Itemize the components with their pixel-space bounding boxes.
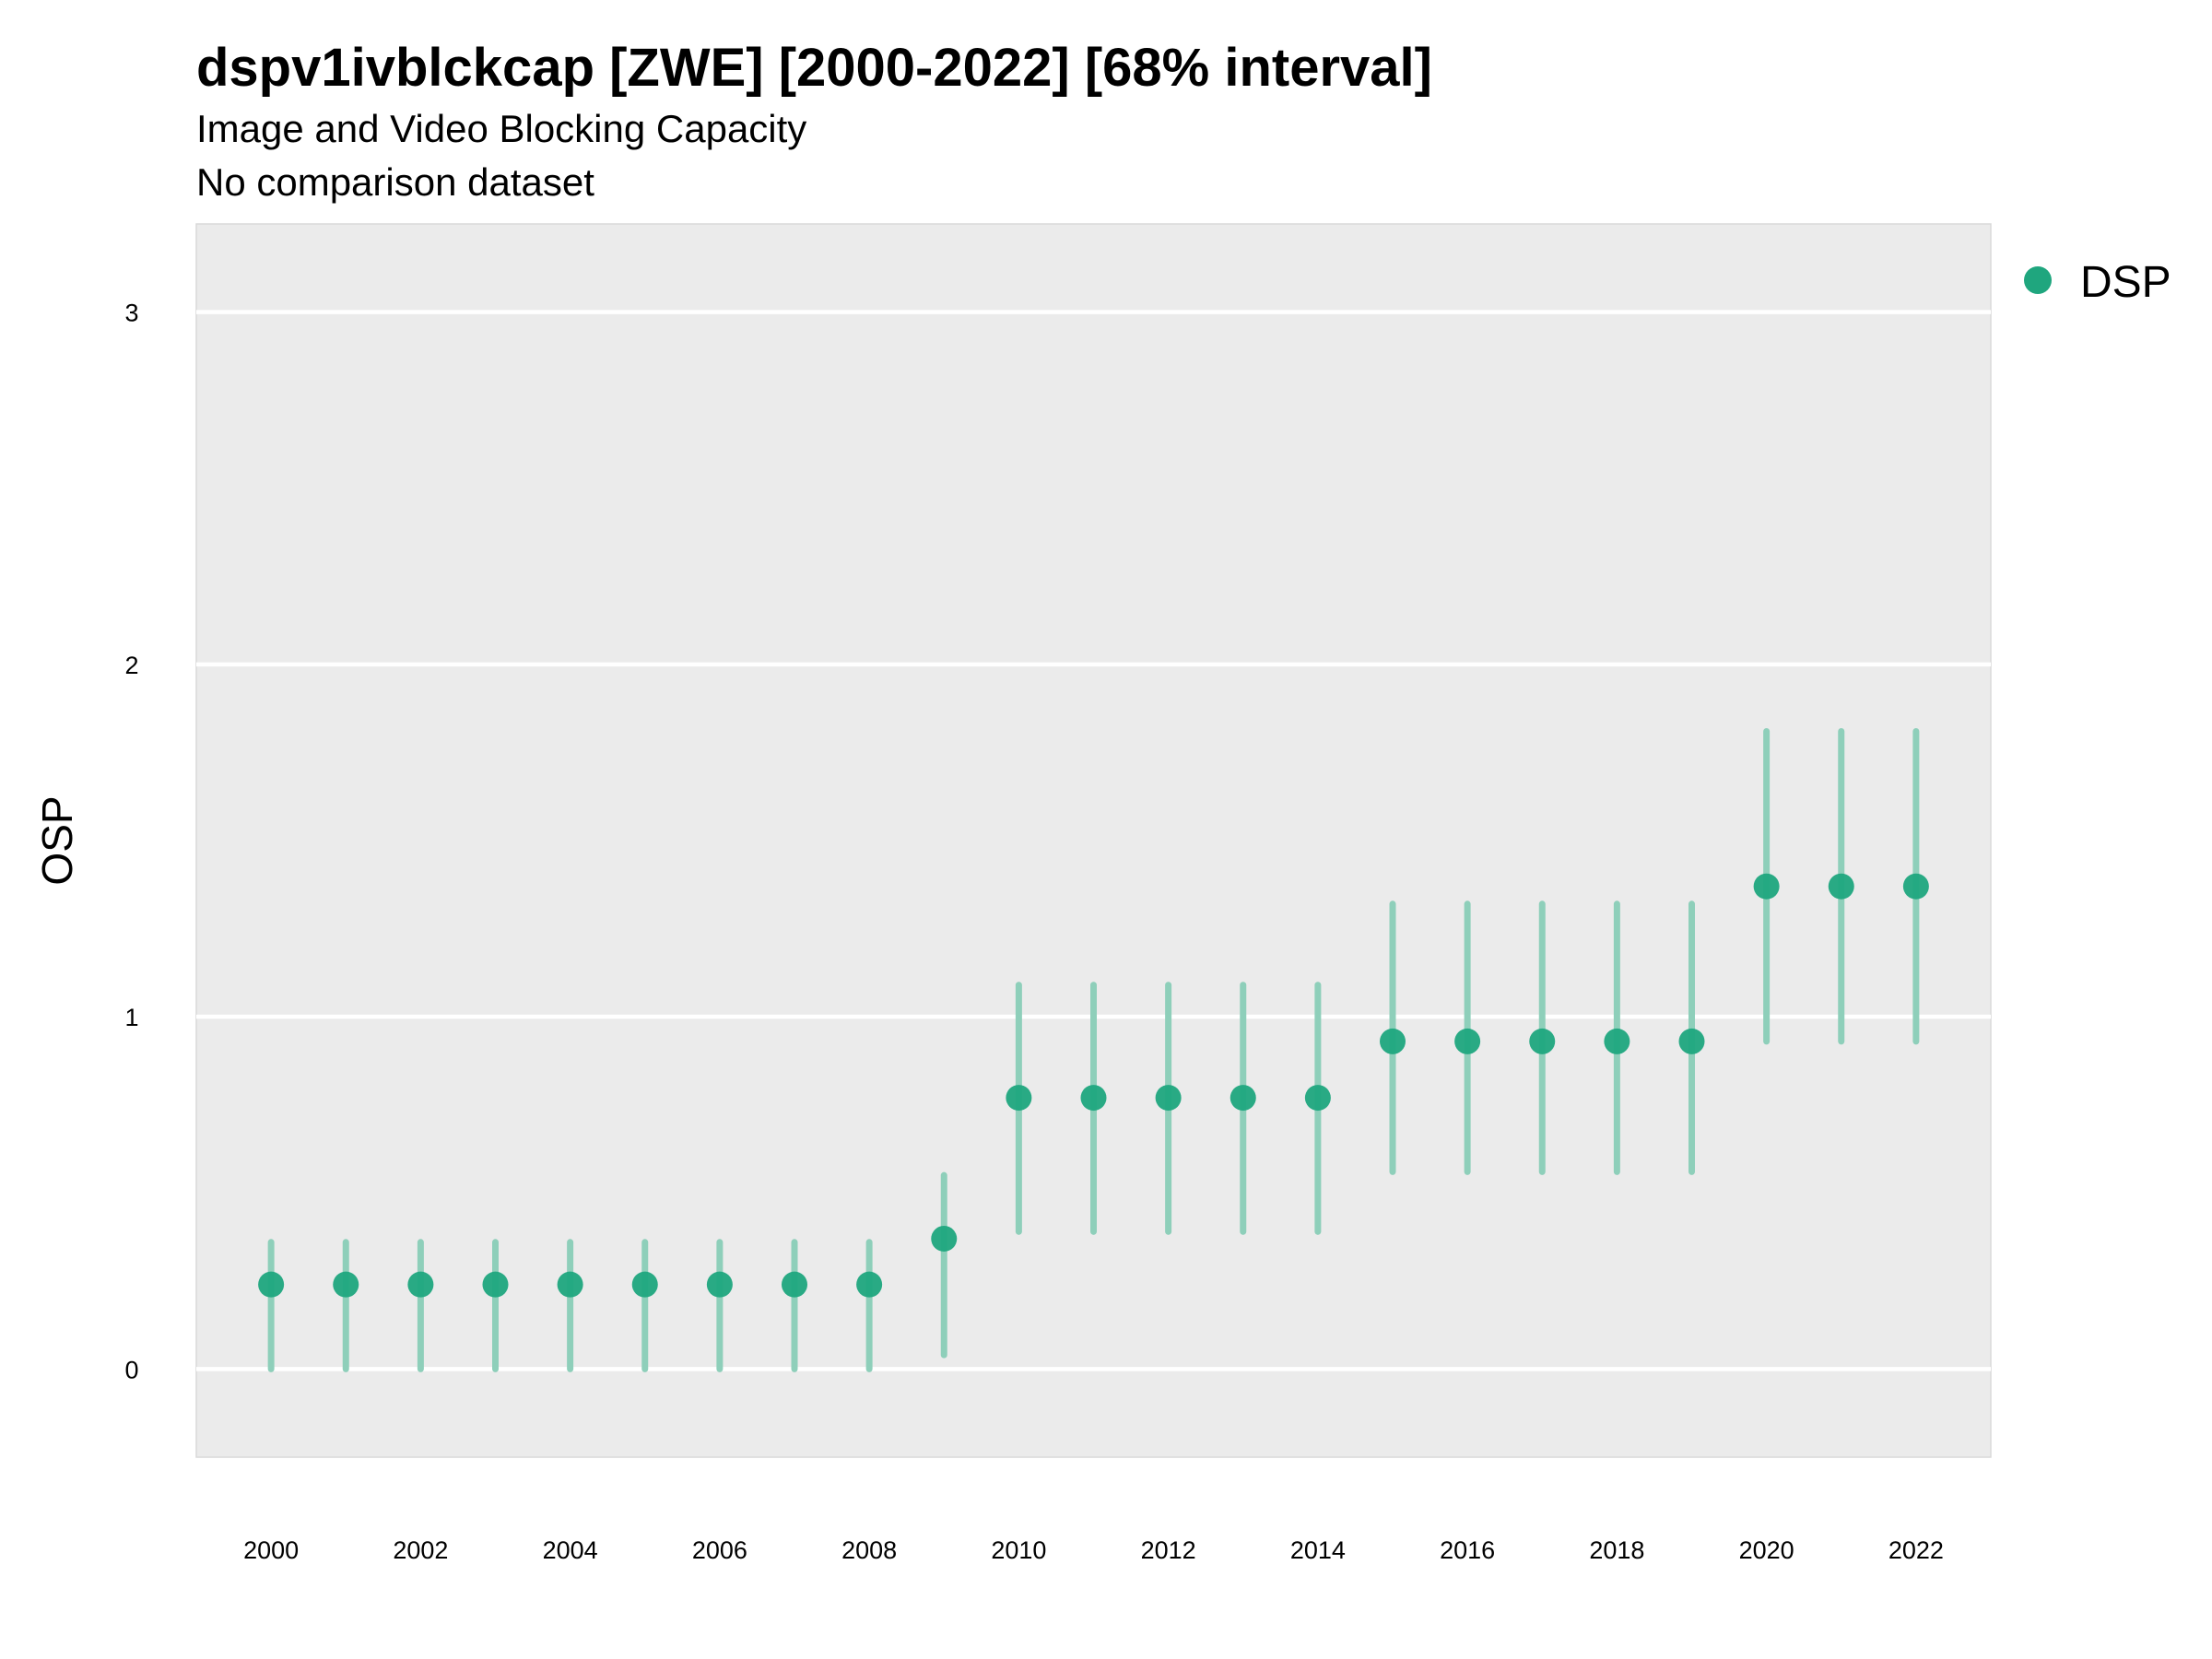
point-2000 bbox=[258, 1271, 285, 1298]
point-2017 bbox=[1529, 1028, 1556, 1054]
x-tick-label-2014: 2014 bbox=[1290, 1536, 1346, 1564]
point-2013 bbox=[1230, 1085, 1256, 1112]
point-2010 bbox=[1006, 1085, 1032, 1112]
x-tick-labels: 2000 2002 2004 2006 2008 2010 2012 2014 2016 2018… bbox=[243, 1536, 1944, 1564]
point-2018 bbox=[1604, 1028, 1630, 1054]
point-2002 bbox=[407, 1271, 434, 1298]
point-2021 bbox=[1828, 873, 1854, 900]
legend-label-dsp: DSP bbox=[2080, 258, 2171, 307]
chart-subtitle: Image and Video Blocking Capacity bbox=[196, 107, 807, 150]
y-tick-label-0: 0 bbox=[124, 1356, 138, 1383]
point-2008 bbox=[856, 1271, 883, 1298]
x-tick-label-2006: 2006 bbox=[692, 1536, 747, 1564]
point-2011 bbox=[1080, 1085, 1107, 1112]
x-tick-label-2010: 2010 bbox=[991, 1536, 1046, 1564]
legend: DSP bbox=[2024, 258, 2171, 307]
x-tick-label-2018: 2018 bbox=[1589, 1536, 1644, 1564]
y-tick-label-2: 2 bbox=[124, 652, 138, 679]
point-2015 bbox=[1380, 1028, 1406, 1054]
y-axis-title: OSP bbox=[33, 795, 81, 885]
point-2020 bbox=[1753, 873, 1780, 900]
data-points bbox=[258, 873, 1929, 1298]
chart-title: dspv1ivblckcap [ZWE] [2000-2022] [68% in… bbox=[196, 38, 1432, 98]
legend-marker bbox=[2024, 266, 2052, 294]
point-2003 bbox=[482, 1271, 509, 1298]
point-2014 bbox=[1304, 1085, 1331, 1112]
point-2004 bbox=[557, 1271, 583, 1298]
point-2009 bbox=[931, 1225, 958, 1252]
point-2006 bbox=[706, 1271, 733, 1298]
x-tick-label-2022: 2022 bbox=[1888, 1536, 1944, 1564]
x-tick-label-2016: 2016 bbox=[1440, 1536, 1495, 1564]
point-2001 bbox=[333, 1271, 359, 1298]
x-tick-label-2012: 2012 bbox=[1141, 1536, 1196, 1564]
point-2012 bbox=[1155, 1085, 1182, 1112]
x-tick-label-2004: 2004 bbox=[543, 1536, 598, 1564]
point-2007 bbox=[782, 1271, 807, 1298]
x-tick-label-2000: 2000 bbox=[243, 1536, 299, 1564]
point-2016 bbox=[1454, 1028, 1481, 1054]
x-tick-label-2008: 2008 bbox=[841, 1536, 897, 1564]
plot-panel bbox=[195, 223, 1992, 1458]
chart-caption: No comparison dataset bbox=[196, 160, 594, 204]
x-tick-label-2002: 2002 bbox=[393, 1536, 448, 1564]
y-tick-label-1: 1 bbox=[124, 1004, 138, 1031]
point-2005 bbox=[631, 1271, 658, 1298]
x-tick-label-2020: 2020 bbox=[1739, 1536, 1794, 1564]
y-tick-labels: 0 1 2 3 bbox=[124, 300, 138, 1384]
point-2022 bbox=[1902, 873, 1929, 900]
y-tick-label-3: 3 bbox=[124, 300, 138, 327]
point-2019 bbox=[1678, 1028, 1705, 1054]
